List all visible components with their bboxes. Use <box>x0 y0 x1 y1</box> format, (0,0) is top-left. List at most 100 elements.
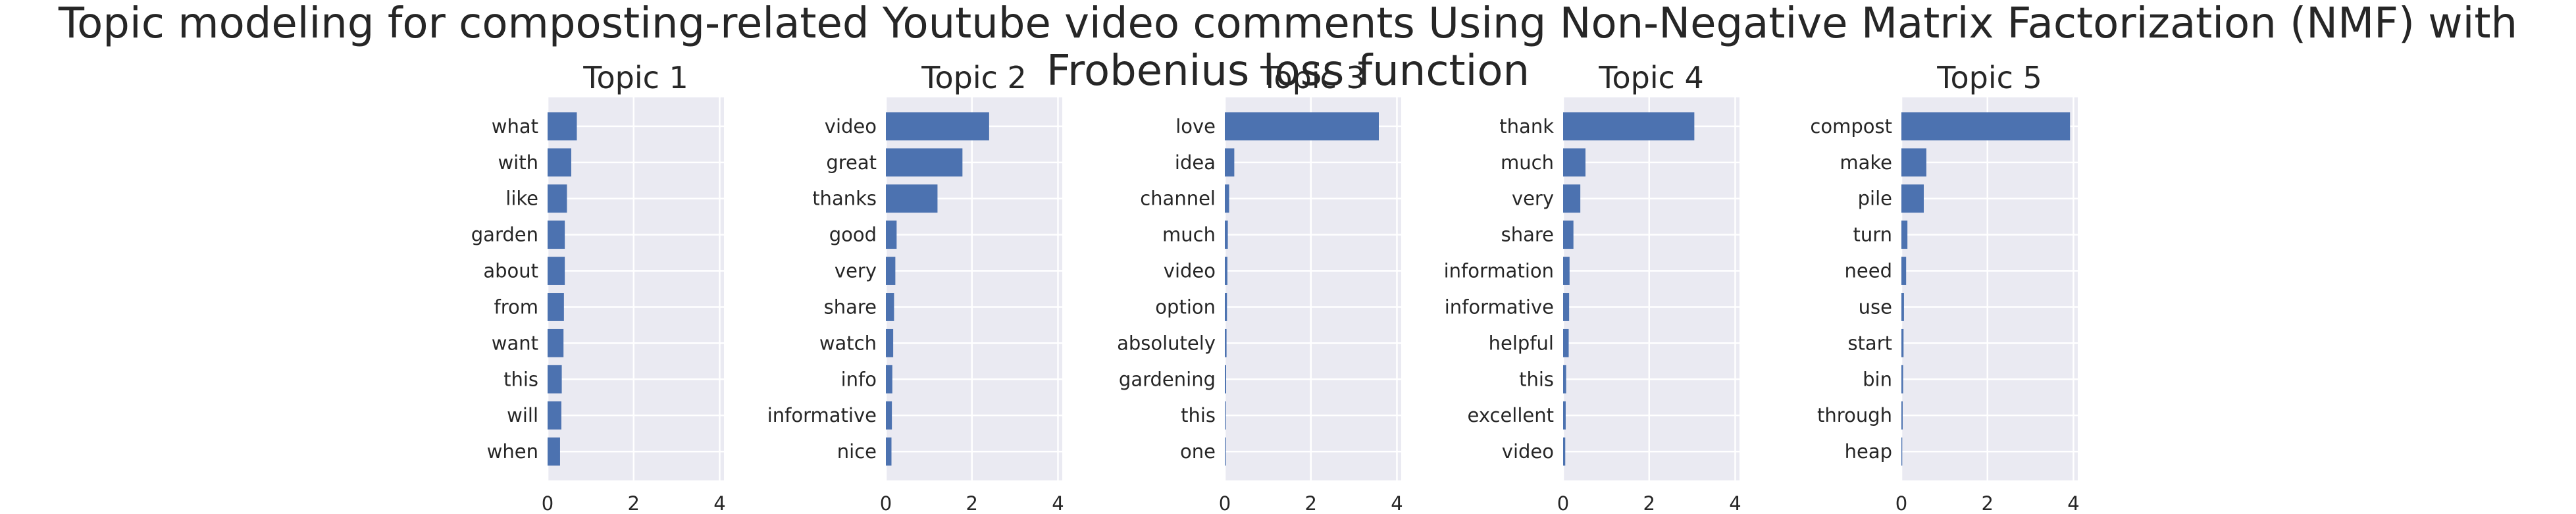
topic-5-category-label: compost <box>1810 115 1892 138</box>
topic-2-bar-nice <box>886 437 892 466</box>
topic-1-bar-from <box>548 293 564 321</box>
topic-1-category-label: about <box>483 260 538 282</box>
topic-3-bar-video <box>1225 257 1227 285</box>
topic-1-category-label: when <box>487 440 538 463</box>
topic-4-category-label: excellent <box>1468 404 1554 426</box>
topic-1-bar-garden <box>548 220 565 249</box>
topic-1-category-label: this <box>503 368 538 390</box>
topic-2-bar-thanks <box>886 184 938 213</box>
topic-4-title: Topic 4 <box>1598 60 1704 95</box>
topic-1-category-label: like <box>505 188 538 210</box>
topic-1-bar-with <box>548 148 571 177</box>
topic-2-bar-watch <box>886 328 894 357</box>
topic-2-category-label: nice <box>837 440 877 463</box>
topic-1-bar-will <box>548 401 561 430</box>
topic-3-category-label: idea <box>1175 151 1216 174</box>
topic-5-bar-use <box>1901 293 1904 321</box>
topic-2-bar-good <box>886 220 897 249</box>
topic-4-xtick-label: 0 <box>1557 492 1569 514</box>
topic-5-xtick-label: 2 <box>1982 492 1994 514</box>
topic-1-bar-this <box>548 365 562 394</box>
topic-2-category-label: good <box>829 224 877 246</box>
topic-2-xtick-label: 4 <box>1052 492 1064 514</box>
topic-5-category-label: use <box>1859 296 1892 318</box>
topic-1-category-label: from <box>494 296 539 318</box>
topic-3-category-label: absolutely <box>1117 332 1216 354</box>
topic-2-bar-great <box>886 148 963 177</box>
topic-1-category-label: garden <box>471 224 538 246</box>
topic-3-category-label: love <box>1175 115 1216 138</box>
topic-3-bar-love <box>1225 112 1379 141</box>
topic-3-category-label: channel <box>1140 188 1216 210</box>
topic-4-xtick-label: 4 <box>1729 492 1741 514</box>
topic-1-bar-what <box>548 112 577 141</box>
topic-2-bar-very <box>886 257 896 285</box>
topic-5-bar-pile <box>1901 184 1924 213</box>
topic-5-xtick-label: 4 <box>2067 492 2079 514</box>
topic-5-category-label: turn <box>1853 224 1892 246</box>
topic-5-xtick-label: 0 <box>1895 492 1907 514</box>
topic-5-bar-turn <box>1901 220 1908 249</box>
topic-3-bar-absolutely <box>1225 328 1227 357</box>
topic-5-category-label: need <box>1845 260 1892 282</box>
topic-2-category-label: great <box>826 151 877 174</box>
topic-4-bar-much <box>1563 148 1585 177</box>
topic-5-category-label: pile <box>1858 188 1892 210</box>
topic-3-category-label: option <box>1155 296 1216 318</box>
topic-1-category-label: want <box>492 332 538 354</box>
topic-5-category-label: start <box>1847 332 1892 354</box>
topic-2-bar-informative <box>886 401 892 430</box>
topic-5-category-label: make <box>1840 151 1892 174</box>
topic-2-panel: video great thanks good very share watch info in… <box>767 60 1064 514</box>
topic-1-title: Topic 1 <box>582 60 688 95</box>
topic-4-bar-thank <box>1563 112 1695 141</box>
topic-4-bar-very <box>1563 184 1581 213</box>
topic-1-bar-when <box>548 437 560 466</box>
topic-3-category-label: gardening <box>1119 368 1216 390</box>
topic-2-category-label: share <box>824 296 877 318</box>
topic-5-bar-bin <box>1901 365 1903 394</box>
topic-5-axes-background <box>1901 97 2078 480</box>
topic-5-bar-start <box>1901 328 1904 357</box>
topic-3-axes-background <box>1225 97 1401 480</box>
topic-3-xtick-label: 2 <box>1305 492 1317 514</box>
topic-5-category-label: through <box>1817 404 1892 426</box>
topic-3-category-label: video <box>1164 260 1216 282</box>
topic-2-title: Topic 2 <box>921 60 1027 95</box>
topic-4-category-label: this <box>1519 368 1554 390</box>
topic-5-panel: compost make pile turn need use start bin throug… <box>1810 60 2079 514</box>
topic-4-bar-information <box>1563 257 1570 285</box>
figure-title: Topic modeling for composting-related Yo… <box>58 0 2518 95</box>
topic-3-xtick-label: 4 <box>1391 492 1403 514</box>
topic-1-bar-about <box>548 257 565 285</box>
topic-2-category-label: very <box>835 260 877 282</box>
topic-1-xtick-label: 0 <box>542 492 554 514</box>
topic-4-category-label: share <box>1501 224 1554 246</box>
topic-4-axes-background <box>1563 97 1739 480</box>
topic-1-category-label: will <box>507 404 538 426</box>
topic-3-bar-option <box>1225 293 1227 321</box>
topic-4-category-label: helpful <box>1489 332 1554 354</box>
topic-2-category-label: watch <box>819 332 877 354</box>
topic-3-bar-channel <box>1225 184 1229 213</box>
topic-3-category-label: one <box>1180 440 1216 463</box>
topic-1-bar-like <box>548 184 567 213</box>
topic-5-bar-heap <box>1901 437 1903 466</box>
topic-4-bar-helpful <box>1563 328 1569 357</box>
topic-2-category-label: thanks <box>812 188 877 210</box>
topic-2-bar-video <box>886 112 989 141</box>
topic-3-bar-gardening <box>1225 365 1226 394</box>
topic-1-category-label: what <box>492 115 538 138</box>
topic-1-panel: what with like garden about from want this will w… <box>471 60 726 514</box>
topic-2-category-label: informative <box>767 404 877 426</box>
topic-3-bar-idea <box>1225 148 1235 177</box>
topic-4-panel: thank much very share information informative… <box>1444 60 1741 514</box>
topic-4-category-label: thank <box>1499 115 1554 138</box>
topic-4-category-label: much <box>1501 151 1554 174</box>
topic-5-bar-compost <box>1901 112 2071 141</box>
topic-1-bar-want <box>548 328 564 357</box>
topic-4-bar-informative <box>1563 293 1570 321</box>
topic-4-bar-share <box>1563 220 1574 249</box>
topic-2-xtick-label: 2 <box>966 492 978 514</box>
topic-3-panel: love idea channel much video option absolutely… <box>1117 60 1403 514</box>
